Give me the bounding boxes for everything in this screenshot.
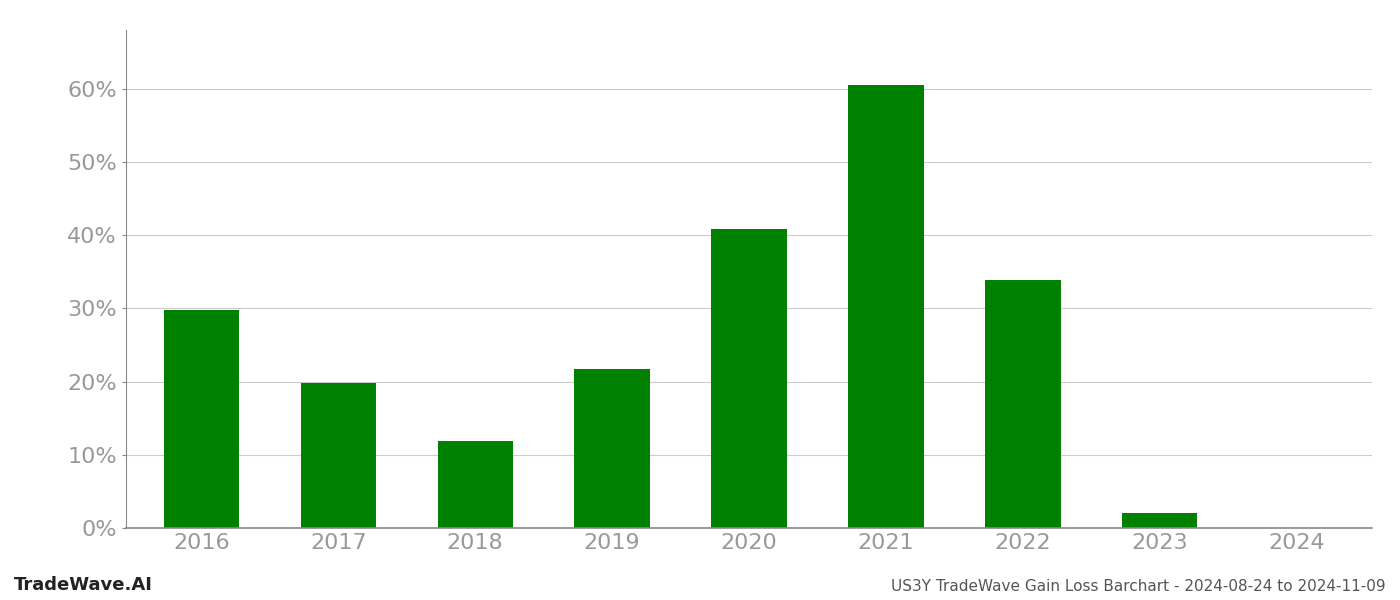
Bar	[574, 369, 650, 528]
Bar	[437, 441, 512, 528]
Bar	[711, 229, 787, 528]
Bar	[848, 85, 924, 528]
Bar	[986, 280, 1061, 528]
Text: TradeWave.AI: TradeWave.AI	[14, 576, 153, 594]
Bar	[164, 310, 239, 528]
Bar	[1123, 514, 1197, 528]
Bar	[301, 383, 375, 528]
Text: US3Y TradeWave Gain Loss Barchart - 2024-08-24 to 2024-11-09: US3Y TradeWave Gain Loss Barchart - 2024…	[892, 579, 1386, 594]
